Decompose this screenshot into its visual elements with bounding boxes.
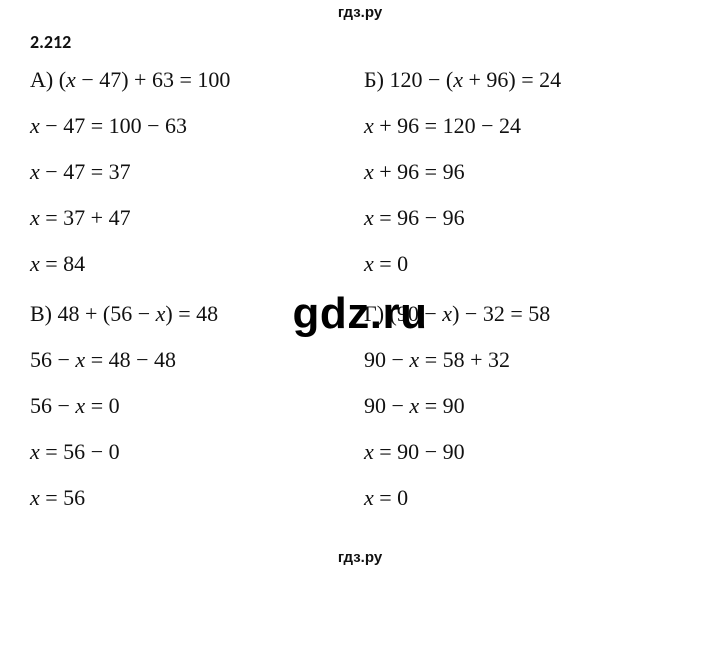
eq-line: x + 96 = 120 − 24: [364, 113, 690, 139]
eq-line: 90 − x = 58 + 32: [364, 347, 690, 373]
eq-text: (90 − x) − 32 = 58: [390, 301, 551, 326]
eq-line: x = 37 + 47: [30, 205, 356, 231]
eq-line: А) (x − 47) + 63 = 100: [30, 67, 356, 93]
eq-line: x = 96 − 96: [364, 205, 690, 231]
problem-G: Г) (90 − x) − 32 = 58 90 − x = 58 + 32 9…: [356, 301, 690, 531]
problem-V: В) 48 + (56 − x) = 48 56 − x = 48 − 48 5…: [30, 301, 356, 531]
eq-line: x = 56: [30, 485, 356, 511]
eq-line: x + 96 = 96: [364, 159, 690, 185]
eq-line: x = 84: [30, 251, 356, 277]
eq-line: Б) 120 − (x + 96) = 24: [364, 67, 690, 93]
eq-line: x = 90 − 90: [364, 439, 690, 465]
eq-line: Г) (90 − x) − 32 = 58: [364, 301, 690, 327]
problem-label: А): [30, 67, 53, 92]
eq-line: x = 0: [364, 485, 690, 511]
eq-line: x = 56 − 0: [30, 439, 356, 465]
problem-label: Б): [364, 67, 384, 92]
eq-line: 56 − x = 48 − 48: [30, 347, 356, 373]
page: гдз.ру 2.212 А) (x − 47) + 63 = 100 x − …: [0, 0, 720, 669]
problem-label: Г): [364, 301, 390, 326]
problem-row-1: А) (x − 47) + 63 = 100 x − 47 = 100 − 63…: [30, 67, 690, 297]
problem-B: Б) 120 − (x + 96) = 24 x + 96 = 120 − 24…: [356, 67, 690, 297]
problem-row-2: В) 48 + (56 − x) = 48 56 − x = 48 − 48 5…: [30, 301, 690, 531]
footer-link: гдз.ру: [30, 531, 690, 566]
eq-text: 120 − (x + 96) = 24: [389, 67, 561, 92]
problem-A: А) (x − 47) + 63 = 100 x − 47 = 100 − 63…: [30, 67, 356, 297]
section-number: 2.212: [30, 31, 690, 53]
header-link: гдз.ру: [30, 0, 690, 31]
eq-line: 90 − x = 90: [364, 393, 690, 419]
eq-line: x = 0: [364, 251, 690, 277]
eq-line: x − 47 = 37: [30, 159, 356, 185]
eq-text: 48 + (56 − x) = 48: [58, 301, 219, 326]
problem-label: В): [30, 301, 52, 326]
eq-line: В) 48 + (56 − x) = 48: [30, 301, 356, 327]
eq-line: x − 47 = 100 − 63: [30, 113, 356, 139]
eq-text: (x − 47) + 63 = 100: [59, 67, 231, 92]
eq-line: 56 − x = 0: [30, 393, 356, 419]
